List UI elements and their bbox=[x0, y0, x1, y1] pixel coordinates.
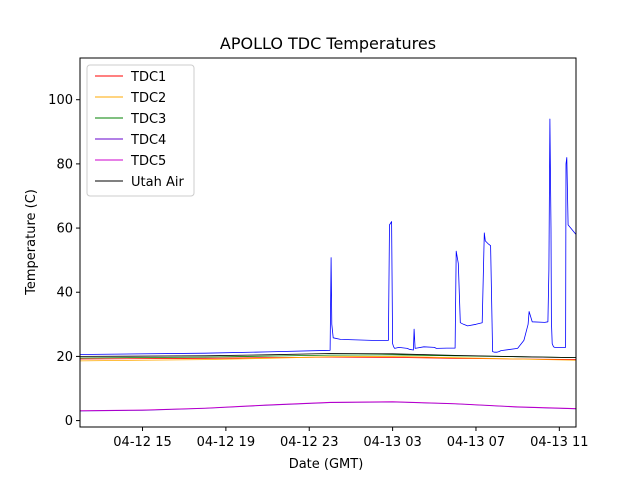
series-line-tdc5 bbox=[80, 401, 576, 411]
legend-label-tdc2: TDC2 bbox=[130, 91, 166, 106]
series-line-utah-air bbox=[80, 353, 576, 359]
axes-layer: 0 20 40 60 80 100 04-12 15 04-12 19 04-12 23 04-1… bbox=[48, 93, 588, 450]
plot-frame bbox=[79, 57, 577, 428]
y-tick-label: 0 bbox=[65, 414, 73, 429]
legend: TDC1 TDC2 TDC3 TDC4 TDC5 Utah Air bbox=[86, 64, 195, 197]
x-axis-label: Date (GMT) bbox=[289, 457, 364, 472]
chart-title: APOLLO TDC Temperatures bbox=[220, 34, 436, 53]
series-line-blue-trace bbox=[80, 118, 576, 355]
x-tick-label: 04-13 07 bbox=[447, 435, 505, 450]
x-tick-label: 04-13 03 bbox=[363, 435, 421, 450]
legend-label-tdc5: TDC5 bbox=[130, 154, 166, 169]
legend-label-tdc4: TDC4 bbox=[130, 133, 166, 148]
y-tick-label: 40 bbox=[56, 286, 73, 301]
legend-box bbox=[86, 64, 195, 197]
y-tick-label: 20 bbox=[56, 350, 73, 365]
x-tick-label: 04-12 15 bbox=[113, 435, 171, 450]
y-tick-label: 60 bbox=[56, 222, 73, 237]
series-layer bbox=[80, 118, 576, 412]
legend-label-tdc1: TDC1 bbox=[130, 70, 166, 85]
x-tick-label: 04-13 11 bbox=[530, 435, 588, 450]
y-tick-label: 80 bbox=[56, 157, 73, 172]
legend-label-utah-air: Utah Air bbox=[131, 175, 184, 190]
legend-label-tdc3: TDC3 bbox=[130, 112, 166, 127]
x-tick-label: 04-12 19 bbox=[197, 435, 255, 450]
series-line-tdc2 bbox=[80, 355, 576, 362]
x-tick-label: 04-12 23 bbox=[280, 435, 338, 450]
y-tick-label: 100 bbox=[48, 93, 73, 108]
y-axis-label: Temperature (C) bbox=[24, 189, 39, 296]
